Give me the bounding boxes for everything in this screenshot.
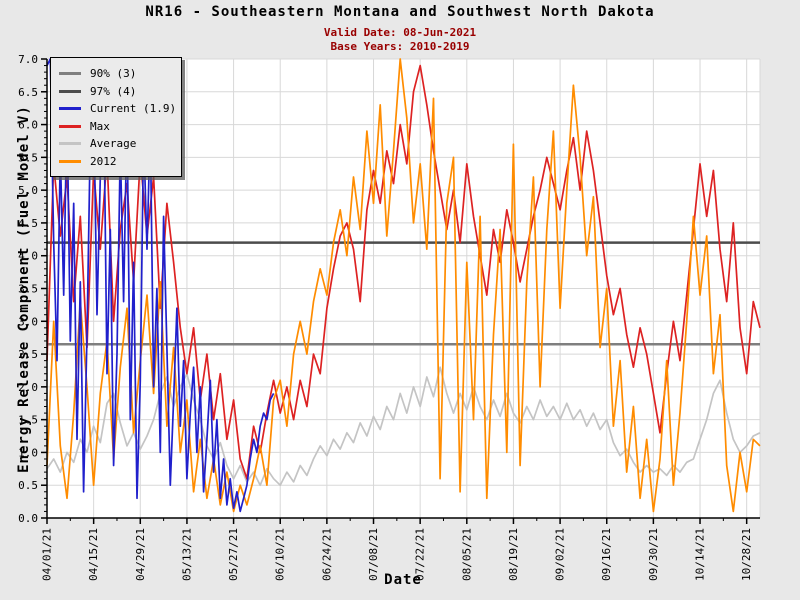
x-tick-label: 10/14/21	[694, 528, 707, 581]
y-tick-label: 5.0	[18, 184, 38, 197]
x-tick-label: 07/08/21	[367, 528, 380, 581]
series-line-max	[46, 64, 761, 480]
base-years-label: Base Years: 2010-2019	[330, 40, 470, 53]
x-tick-label: 09/16/21	[600, 528, 613, 581]
x-tick-label: 07/22/21	[414, 528, 427, 581]
legend-item-label: 2012	[90, 154, 117, 168]
legend-item: 97% (4)	[59, 83, 173, 101]
y-tick-label: 6.5	[18, 86, 38, 99]
y-tick-label: 4.0	[18, 250, 38, 263]
x-tick-label: 06/10/21	[274, 528, 287, 581]
legend-item: 90% (3)	[59, 65, 173, 83]
y-tick-label: 0.0	[18, 512, 38, 525]
x-axis-title: Date	[384, 572, 422, 588]
y-tick-label: 1.0	[18, 446, 38, 459]
legend-item-label: 97% (4)	[90, 84, 137, 98]
y-tick-label: 6.0	[18, 119, 38, 132]
y-axis-title: Energy Release Component (Fuel Model V)	[16, 105, 32, 473]
x-tick-label: 09/02/21	[554, 528, 567, 581]
y-tick-label: 2.0	[18, 381, 38, 394]
legend-swatch-line	[59, 142, 81, 146]
x-tick-label: 04/01/21	[41, 528, 54, 581]
x-tick-label: 06/24/21	[320, 528, 333, 581]
y-tick-label: 3.0	[18, 315, 38, 328]
legend-swatch-line	[59, 107, 81, 111]
series-line-current-1-9	[46, 58, 275, 513]
legend-item-label: Current (1.9)	[90, 102, 177, 116]
series-line-2012	[46, 58, 761, 513]
x-tick-label: 05/27/21	[227, 528, 240, 581]
chart-title: NR16 - Southeastern Montana and Southwes…	[145, 4, 655, 20]
legend-item: 2012	[59, 153, 173, 171]
legend-item-label: 90% (3)	[90, 67, 137, 81]
y-tick-label: 5.5	[18, 151, 38, 164]
legend-item: Average	[59, 135, 173, 153]
series-line-average	[46, 366, 761, 487]
legend-item-label: Average	[90, 137, 137, 151]
legend-item-label: Max	[90, 119, 110, 133]
legend-swatch-line	[59, 89, 81, 93]
x-tick-label: 05/13/21	[180, 528, 193, 581]
x-tick-label: 09/30/21	[647, 528, 660, 581]
y-tick-label: 4.5	[18, 217, 38, 230]
x-tick-label: 10/28/21	[740, 528, 753, 581]
y-tick-label: 1.5	[18, 414, 38, 427]
valid-date-label: Valid Date: 08-Jun-2021	[323, 26, 477, 39]
y-tick-label: 2.5	[18, 348, 38, 361]
legend-swatch-line	[59, 159, 81, 163]
y-tick-label: 0.5	[18, 479, 38, 492]
legend-item: Current (1.9)	[59, 100, 177, 118]
x-tick-label: 04/15/21	[87, 528, 100, 581]
y-tick-label: 3.5	[18, 283, 38, 296]
legend-swatch-line	[59, 124, 81, 128]
x-tick-label: 04/29/21	[134, 528, 147, 581]
x-tick-label: 08/05/21	[460, 528, 473, 581]
legend-item: Max	[59, 118, 173, 136]
y-tick-label: 7.0	[18, 53, 38, 66]
legend: 90% (3) 97% (4) Current (1.9) Max Average 201…	[50, 57, 182, 177]
legend-swatch-line	[59, 72, 81, 76]
x-tick-label: 08/19/21	[507, 528, 520, 581]
